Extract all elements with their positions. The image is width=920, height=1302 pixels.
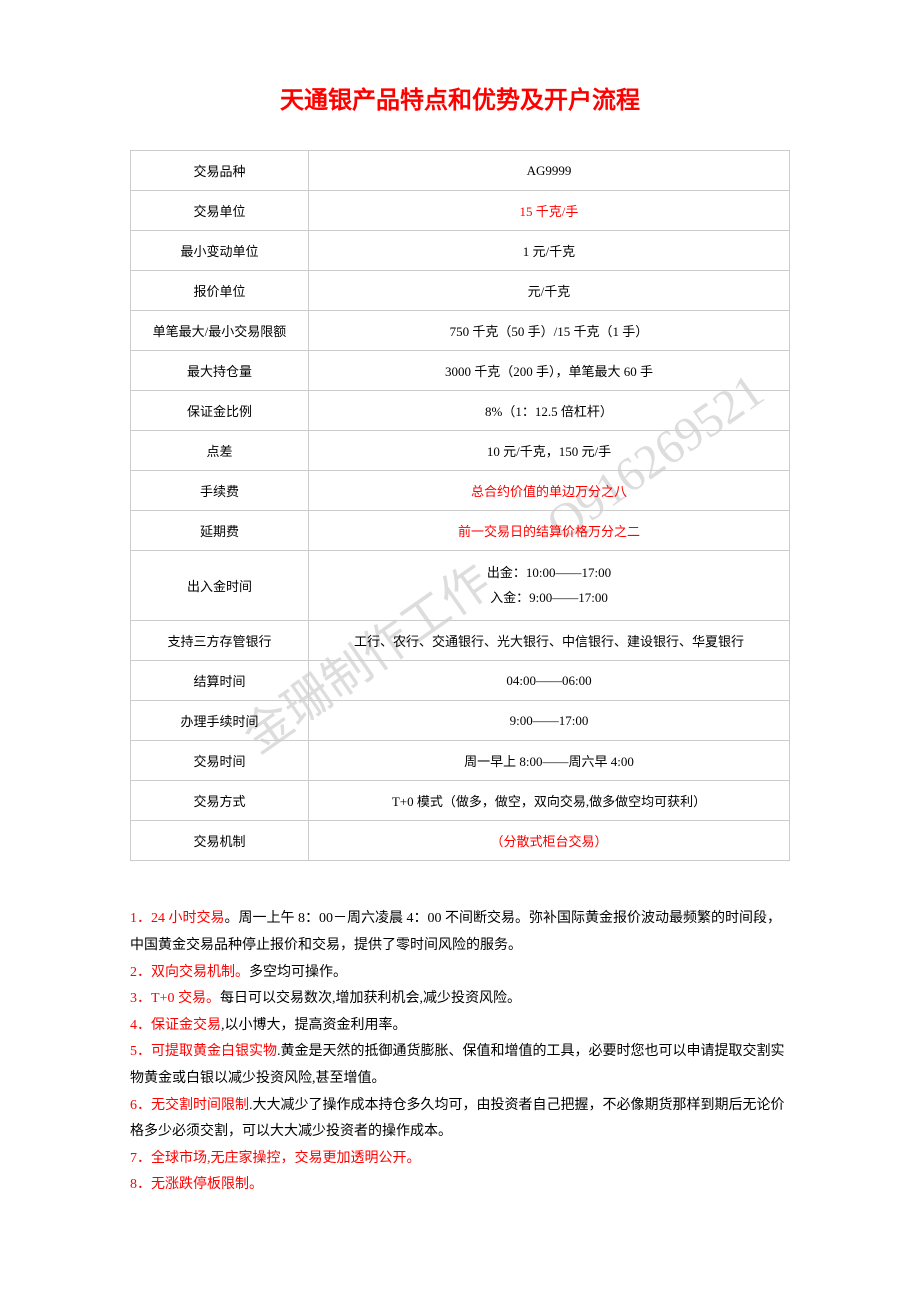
feature-item: 2．双向交易机制。多空均可操作。 — [130, 960, 790, 987]
row-value: 10 元/千克，150 元/手 — [308, 431, 789, 471]
feature-item: 6．无交割时间限制.大大减少了操作成本持仓多久均可，由投资者自己把握，不必像期货… — [130, 1093, 790, 1146]
feature-item: 1．24 小时交易。周一上午 8：00－周六凌晨 4：00 不间断交易。弥补国际… — [130, 906, 790, 959]
row-label: 交易机制 — [131, 821, 309, 861]
feature-item: 4．保证金交易,以小博大，提高资金利用率。 — [130, 1013, 790, 1040]
feature-description: 每日可以交易数次,增加获利机会,减少投资风险。 — [220, 991, 521, 1006]
product-spec-table: 交易品种AG9999交易单位15 千克/手最小变动单位1 元/千克报价单位元/千… — [130, 150, 790, 861]
row-value: （分散式柜台交易） — [308, 821, 789, 861]
feature-list: 1．24 小时交易。周一上午 8：00－周六凌晨 4：00 不间断交易。弥补国际… — [130, 906, 790, 1199]
row-label: 报价单位 — [131, 271, 309, 311]
feature-suffix: 。 — [225, 911, 239, 926]
row-label: 结算时间 — [131, 661, 309, 701]
row-label: 单笔最大/最小交易限额 — [131, 311, 309, 351]
row-label: 最大持仓量 — [131, 351, 309, 391]
row-label: 点差 — [131, 431, 309, 471]
feature-highlight: 双向交易机制。 — [151, 965, 249, 980]
table-row: 交易时间周一早上 8:00——周六早 4:00 — [131, 741, 790, 781]
row-label: 保证金比例 — [131, 391, 309, 431]
feature-number: 6． — [130, 1098, 151, 1113]
row-value: 3000 千克（200 手），单笔最大 60 手 — [308, 351, 789, 391]
row-label: 交易品种 — [131, 151, 309, 191]
table-row: 最大持仓量3000 千克（200 手），单笔最大 60 手 — [131, 351, 790, 391]
row-value: AG9999 — [308, 151, 789, 191]
row-value: 750 千克（50 手）/15 千克（1 手） — [308, 311, 789, 351]
feature-number: 3． — [130, 991, 151, 1006]
feature-number: 5． — [130, 1044, 151, 1059]
row-value: 15 千克/手 — [308, 191, 789, 231]
row-value: 工行、农行、交通银行、光大银行、中信银行、建设银行、华夏银行 — [308, 621, 789, 661]
row-value: 总合约价值的单边万分之八 — [308, 471, 789, 511]
feature-item: 3．T+0 交易。每日可以交易数次,增加获利机会,减少投资风险。 — [130, 986, 790, 1013]
document-title: 天通银产品特点和优势及开户流程 — [130, 80, 790, 115]
row-value: 8%（1：12.5 倍杠杆） — [308, 391, 789, 431]
feature-item: 5．可提取黄金白银实物.黄金是天然的抵御通货膨胀、保值和增值的工具，必要时您也可… — [130, 1039, 790, 1092]
table-row: 办理手续时间9:00——17:00 — [131, 701, 790, 741]
row-value: 04:00——06:00 — [308, 661, 789, 701]
feature-highlight: 可提取黄金白银实物 — [151, 1044, 277, 1059]
table-row: 保证金比例8%（1：12.5 倍杠杆） — [131, 391, 790, 431]
feature-number: 1． — [130, 911, 151, 926]
feature-description: 以小博大，提高资金利用率。 — [225, 1018, 407, 1033]
table-row: 交易方式T+0 模式（做多，做空，双向交易,做多做空均可获利） — [131, 781, 790, 821]
feature-description: 多空均可操作。 — [249, 965, 347, 980]
feature-number: 2． — [130, 965, 151, 980]
table-row: 出入金时间出金：10:00——17:00入金：9:00——17:00 — [131, 551, 790, 621]
row-label: 出入金时间 — [131, 551, 309, 621]
row-label: 交易方式 — [131, 781, 309, 821]
table-row: 交易品种AG9999 — [131, 151, 790, 191]
row-label: 交易时间 — [131, 741, 309, 781]
feature-highlight: 全球市场,无庄家操控，交易更加透明公开。 — [151, 1151, 421, 1166]
table-row: 点差10 元/千克，150 元/手 — [131, 431, 790, 471]
row-value: T+0 模式（做多，做空，双向交易,做多做空均可获利） — [308, 781, 789, 821]
row-value: 周一早上 8:00——周六早 4:00 — [308, 741, 789, 781]
feature-number: 8． — [130, 1177, 151, 1192]
table-row: 最小变动单位1 元/千克 — [131, 231, 790, 271]
feature-number: 7． — [130, 1151, 151, 1166]
table-row: 结算时间04:00——06:00 — [131, 661, 790, 701]
row-label: 最小变动单位 — [131, 231, 309, 271]
feature-item: 7．全球市场,无庄家操控，交易更加透明公开。 — [130, 1146, 790, 1173]
feature-item: 8．无涨跌停板限制。 — [130, 1172, 790, 1199]
row-label: 手续费 — [131, 471, 309, 511]
row-label: 延期费 — [131, 511, 309, 551]
row-label: 交易单位 — [131, 191, 309, 231]
table-row: 延期费前一交易日的结算价格万分之二 — [131, 511, 790, 551]
feature-highlight: 无交割时间限制 — [151, 1098, 249, 1113]
row-value: 9:00——17:00 — [308, 701, 789, 741]
table-row: 交易单位15 千克/手 — [131, 191, 790, 231]
feature-highlight: 保证金交易 — [151, 1018, 221, 1033]
table-row: 交易机制（分散式柜台交易） — [131, 821, 790, 861]
table-row: 报价单位元/千克 — [131, 271, 790, 311]
feature-highlight: 24 小时交易 — [151, 911, 225, 926]
row-label: 办理手续时间 — [131, 701, 309, 741]
feature-number: 4． — [130, 1018, 151, 1033]
table-row: 支持三方存管银行工行、农行、交通银行、光大银行、中信银行、建设银行、华夏银行 — [131, 621, 790, 661]
row-value: 出金：10:00——17:00入金：9:00——17:00 — [308, 551, 789, 621]
row-value: 前一交易日的结算价格万分之二 — [308, 511, 789, 551]
row-label: 支持三方存管银行 — [131, 621, 309, 661]
feature-highlight: T+0 交易。 — [151, 991, 220, 1006]
table-row: 手续费总合约价值的单边万分之八 — [131, 471, 790, 511]
row-value: 1 元/千克 — [308, 231, 789, 271]
row-value: 元/千克 — [308, 271, 789, 311]
feature-highlight: 无涨跌停板限制。 — [151, 1177, 263, 1192]
table-row: 单笔最大/最小交易限额750 千克（50 手）/15 千克（1 手） — [131, 311, 790, 351]
